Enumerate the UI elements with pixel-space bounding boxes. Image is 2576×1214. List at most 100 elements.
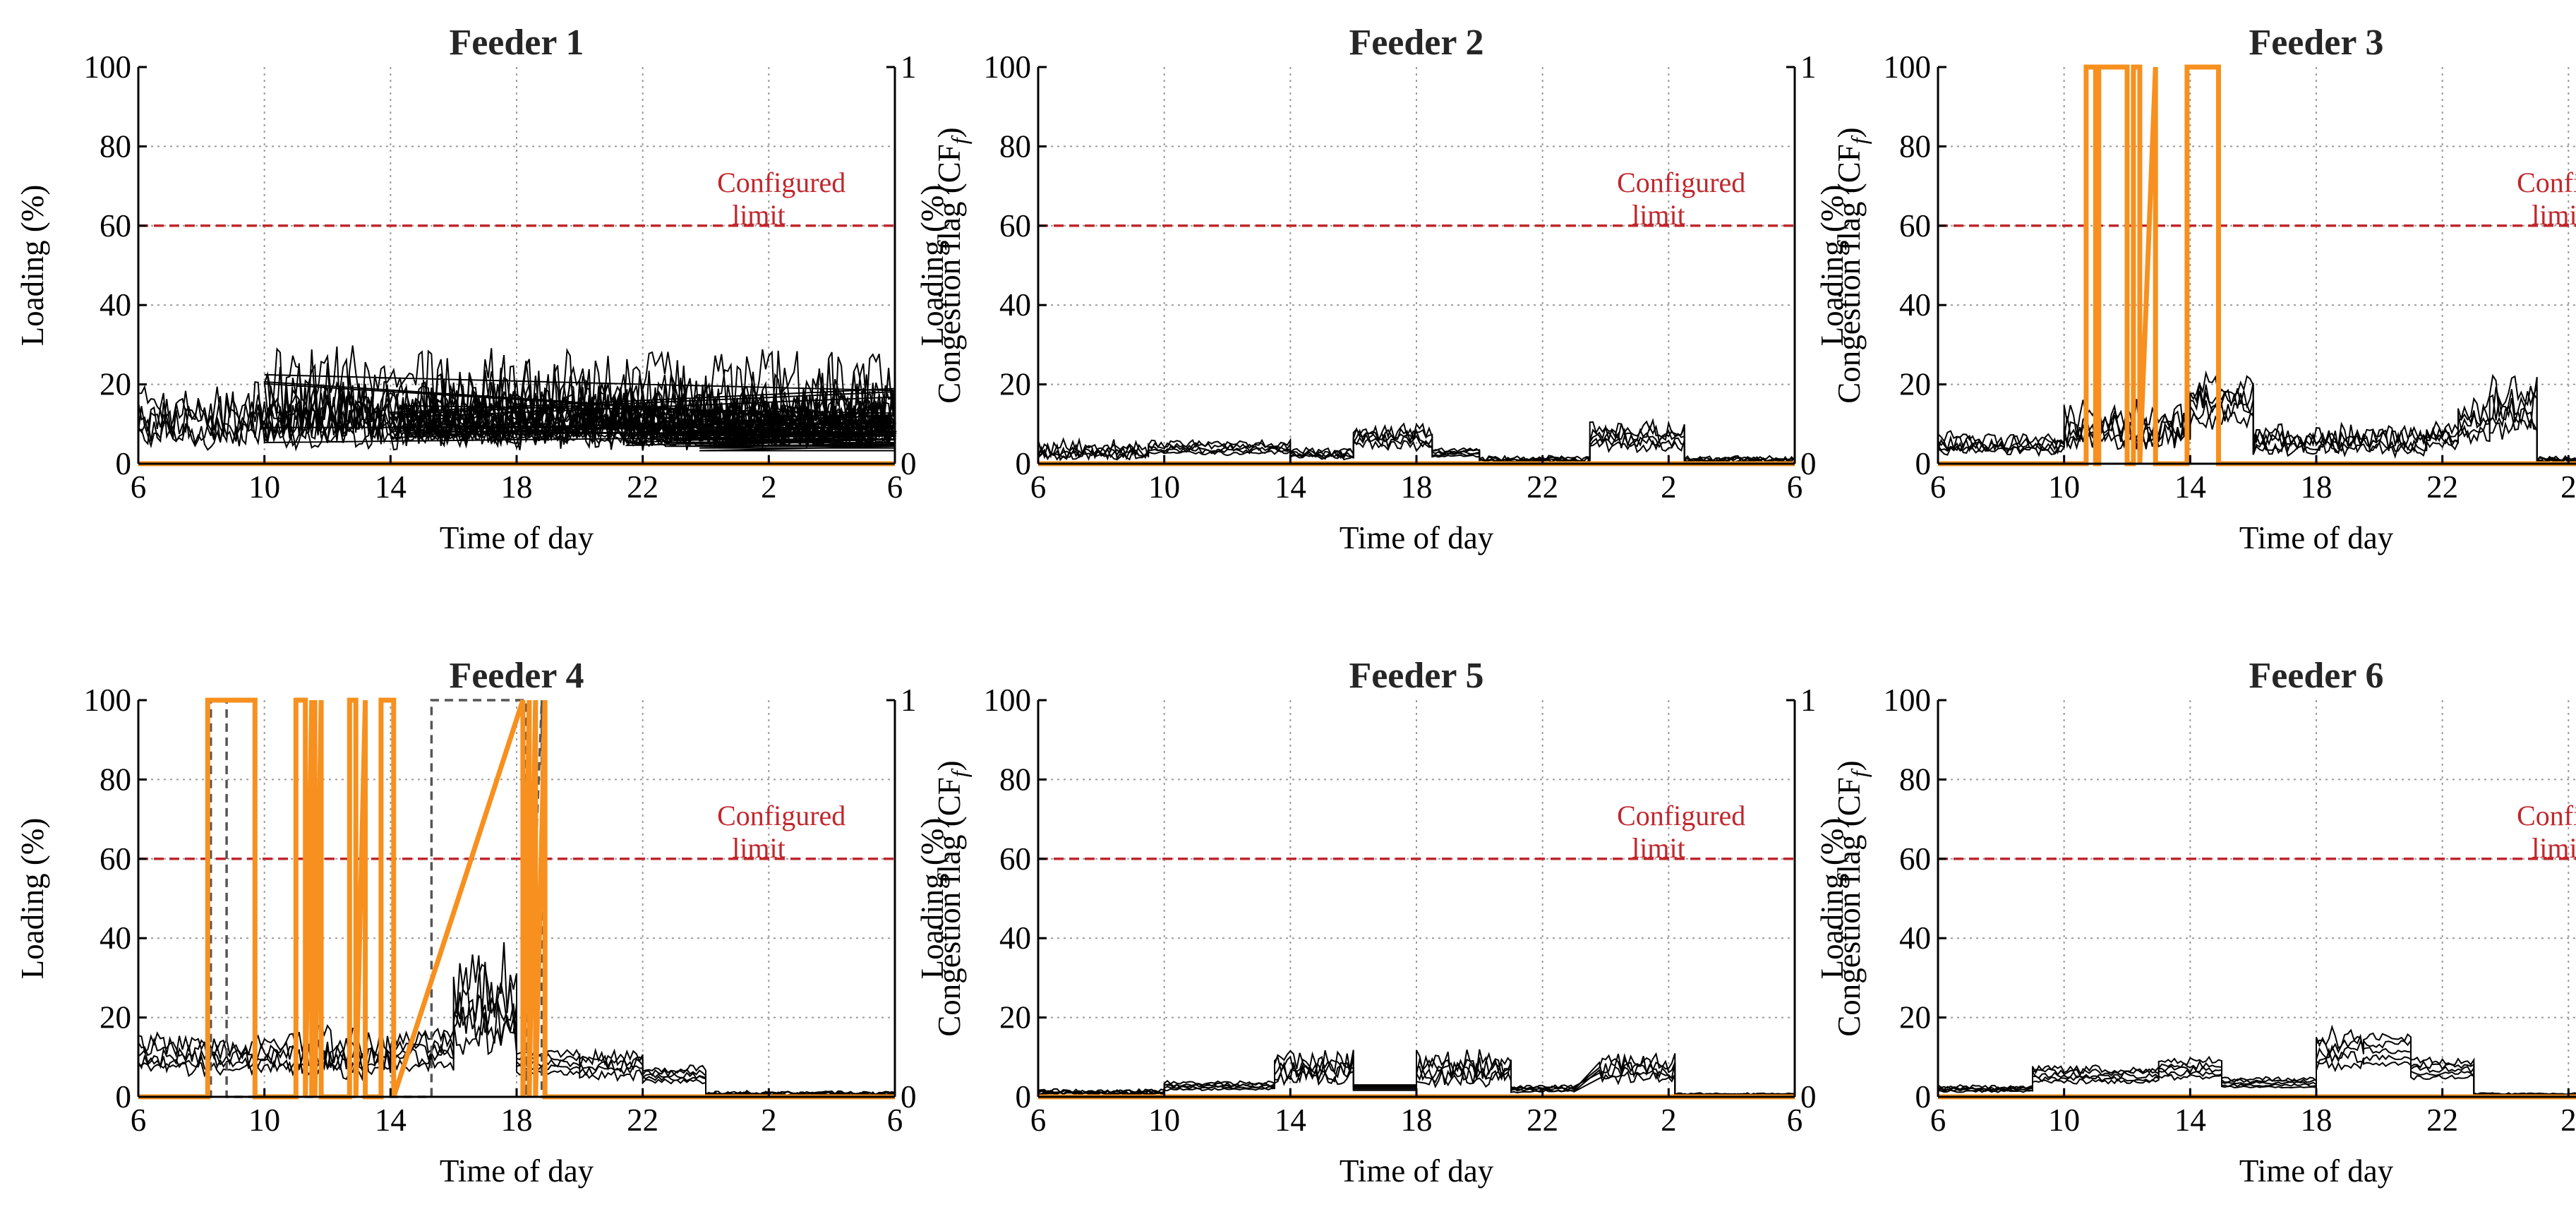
y-axis-label: Loading (%) xyxy=(1814,818,1850,980)
x-tick-label: 22 xyxy=(2426,1102,2458,1138)
loading-series xyxy=(1937,370,2576,462)
y2-axis-label: Congestion flag (CFf) xyxy=(1831,760,1872,1036)
y-tick-label: 100 xyxy=(84,49,132,85)
chart-title: Feeder 2 xyxy=(1349,23,1483,63)
x-axis-label: Time of day xyxy=(2239,1153,2394,1189)
y-tick-label: 40 xyxy=(100,920,131,956)
x-axis-label: Time of day xyxy=(1340,1153,1494,1189)
x-tick-label: 18 xyxy=(1401,469,1433,505)
y-tick-label: 0 xyxy=(1016,446,1032,481)
y-tick-label: 40 xyxy=(999,287,1031,323)
x-tick-label: 14 xyxy=(2174,469,2206,505)
x-tick-label: 10 xyxy=(248,469,280,505)
y-axis-label: Loading (%) xyxy=(915,818,950,980)
x-tick-label: 2 xyxy=(1661,469,1677,505)
y2-tick-label: 0 xyxy=(1800,1079,1817,1114)
y2-label-end: ) xyxy=(1831,127,1867,138)
configured-limit-label-line2: limit xyxy=(732,199,786,231)
configured-limit-label-line2: limit xyxy=(1632,199,1685,231)
y2-tick-label: 1 xyxy=(1800,49,1817,85)
configured-limit-label-line1: Configured xyxy=(2517,800,2576,831)
x-axis-label: Time of day xyxy=(440,520,594,555)
y-tick-label: 100 xyxy=(1884,683,1932,718)
y2-tick-label: 1 xyxy=(901,683,917,718)
y-tick-label: 100 xyxy=(84,683,132,718)
x-tick-label: 22 xyxy=(1527,469,1558,505)
y-tick-label: 40 xyxy=(100,287,131,323)
x-tick-label: 22 xyxy=(1527,1102,1558,1138)
chart-title: Feeder 3 xyxy=(2249,23,2383,63)
x-tick-label: 10 xyxy=(2048,1102,2080,1138)
y-tick-label: 60 xyxy=(100,208,131,244)
y-tick-label: 80 xyxy=(1899,128,1931,164)
loading-series xyxy=(1937,1024,2576,1096)
configured-limit-label-line1: Configured xyxy=(717,800,845,831)
configured-limit-label-line2: limit xyxy=(732,832,786,864)
y2-axis-label: Congestion flag (CFf) xyxy=(932,760,972,1036)
y-tick-label: 60 xyxy=(1899,208,1931,244)
loading-series xyxy=(138,345,896,441)
y-tick-label: 20 xyxy=(999,367,1031,402)
x-tick-label: 18 xyxy=(1401,1102,1433,1138)
x-tick-label: 14 xyxy=(2174,1102,2206,1138)
y-tick-label: 40 xyxy=(999,920,1031,956)
configured-limit-label-line2: limit xyxy=(2532,199,2576,231)
y-tick-label: 40 xyxy=(1899,287,1931,323)
y-tick-label: 80 xyxy=(1899,762,1931,797)
x-tick-label: 6 xyxy=(887,469,903,505)
y-tick-label: 0 xyxy=(1915,1079,1932,1114)
y-axis-label: Loading (%) xyxy=(15,818,50,980)
x-tick-label: 6 xyxy=(131,469,147,505)
y-tick-label: 0 xyxy=(1915,446,1932,481)
y2-label-end: ) xyxy=(1831,760,1867,771)
y-tick-label: 60 xyxy=(999,208,1031,244)
loading-series xyxy=(1037,438,1795,464)
x-tick-label: 2 xyxy=(1661,1102,1677,1138)
x-tick-label: 6 xyxy=(1787,1102,1803,1138)
configured-limit-label-line1: Configured xyxy=(2517,167,2576,198)
y-tick-label: 40 xyxy=(1899,920,1931,956)
y2-label-main: Congestion flag (CF xyxy=(1831,777,1867,1037)
y-tick-label: 0 xyxy=(1016,1079,1032,1114)
y2-label-main: Congestion flag (CF xyxy=(932,777,967,1037)
x-tick-label: 14 xyxy=(1275,469,1306,505)
loading-series xyxy=(138,942,896,1096)
configured-limit-label-line2: limit xyxy=(2532,832,2576,864)
y2-label-end: ) xyxy=(932,760,967,771)
x-tick-label: 10 xyxy=(2048,469,2080,505)
x-tick-label: 6 xyxy=(1930,469,1946,505)
y-tick-label: 60 xyxy=(100,841,131,877)
x-tick-label: 18 xyxy=(2301,1102,2333,1138)
x-tick-label: 14 xyxy=(375,469,407,505)
y-tick-label: 80 xyxy=(100,128,131,164)
loading-series xyxy=(1037,427,1795,464)
y-tick-label: 20 xyxy=(999,1000,1031,1035)
x-tick-label: 22 xyxy=(627,469,658,505)
x-tick-label: 18 xyxy=(501,1102,533,1138)
y2-tick-label: 0 xyxy=(1800,446,1817,481)
x-tick-label: 6 xyxy=(131,1102,147,1138)
y-tick-label: 20 xyxy=(100,1000,131,1035)
x-axis-label: Time of day xyxy=(440,1153,594,1189)
y-tick-label: 0 xyxy=(116,446,132,481)
configured-limit-label-line1: Configured xyxy=(1617,800,1745,831)
x-tick-label: 10 xyxy=(1148,469,1180,505)
x-tick-label: 2 xyxy=(2560,469,2576,505)
chart-title: Feeder 4 xyxy=(449,656,584,696)
x-tick-label: 18 xyxy=(501,469,533,505)
x-tick-label: 18 xyxy=(2301,469,2333,505)
dashed-congestion-flag xyxy=(138,699,895,1098)
y-tick-label: 60 xyxy=(1899,841,1931,877)
y2-label-main: Congestion flag (CF xyxy=(932,144,967,404)
y2-tick-label: 0 xyxy=(901,446,917,481)
y-tick-label: 80 xyxy=(999,762,1031,797)
y-axis-label: Loading (%) xyxy=(15,185,50,347)
x-tick-label: 22 xyxy=(627,1102,658,1138)
y2-axis-label: Congestion flag (CFf) xyxy=(932,127,972,403)
